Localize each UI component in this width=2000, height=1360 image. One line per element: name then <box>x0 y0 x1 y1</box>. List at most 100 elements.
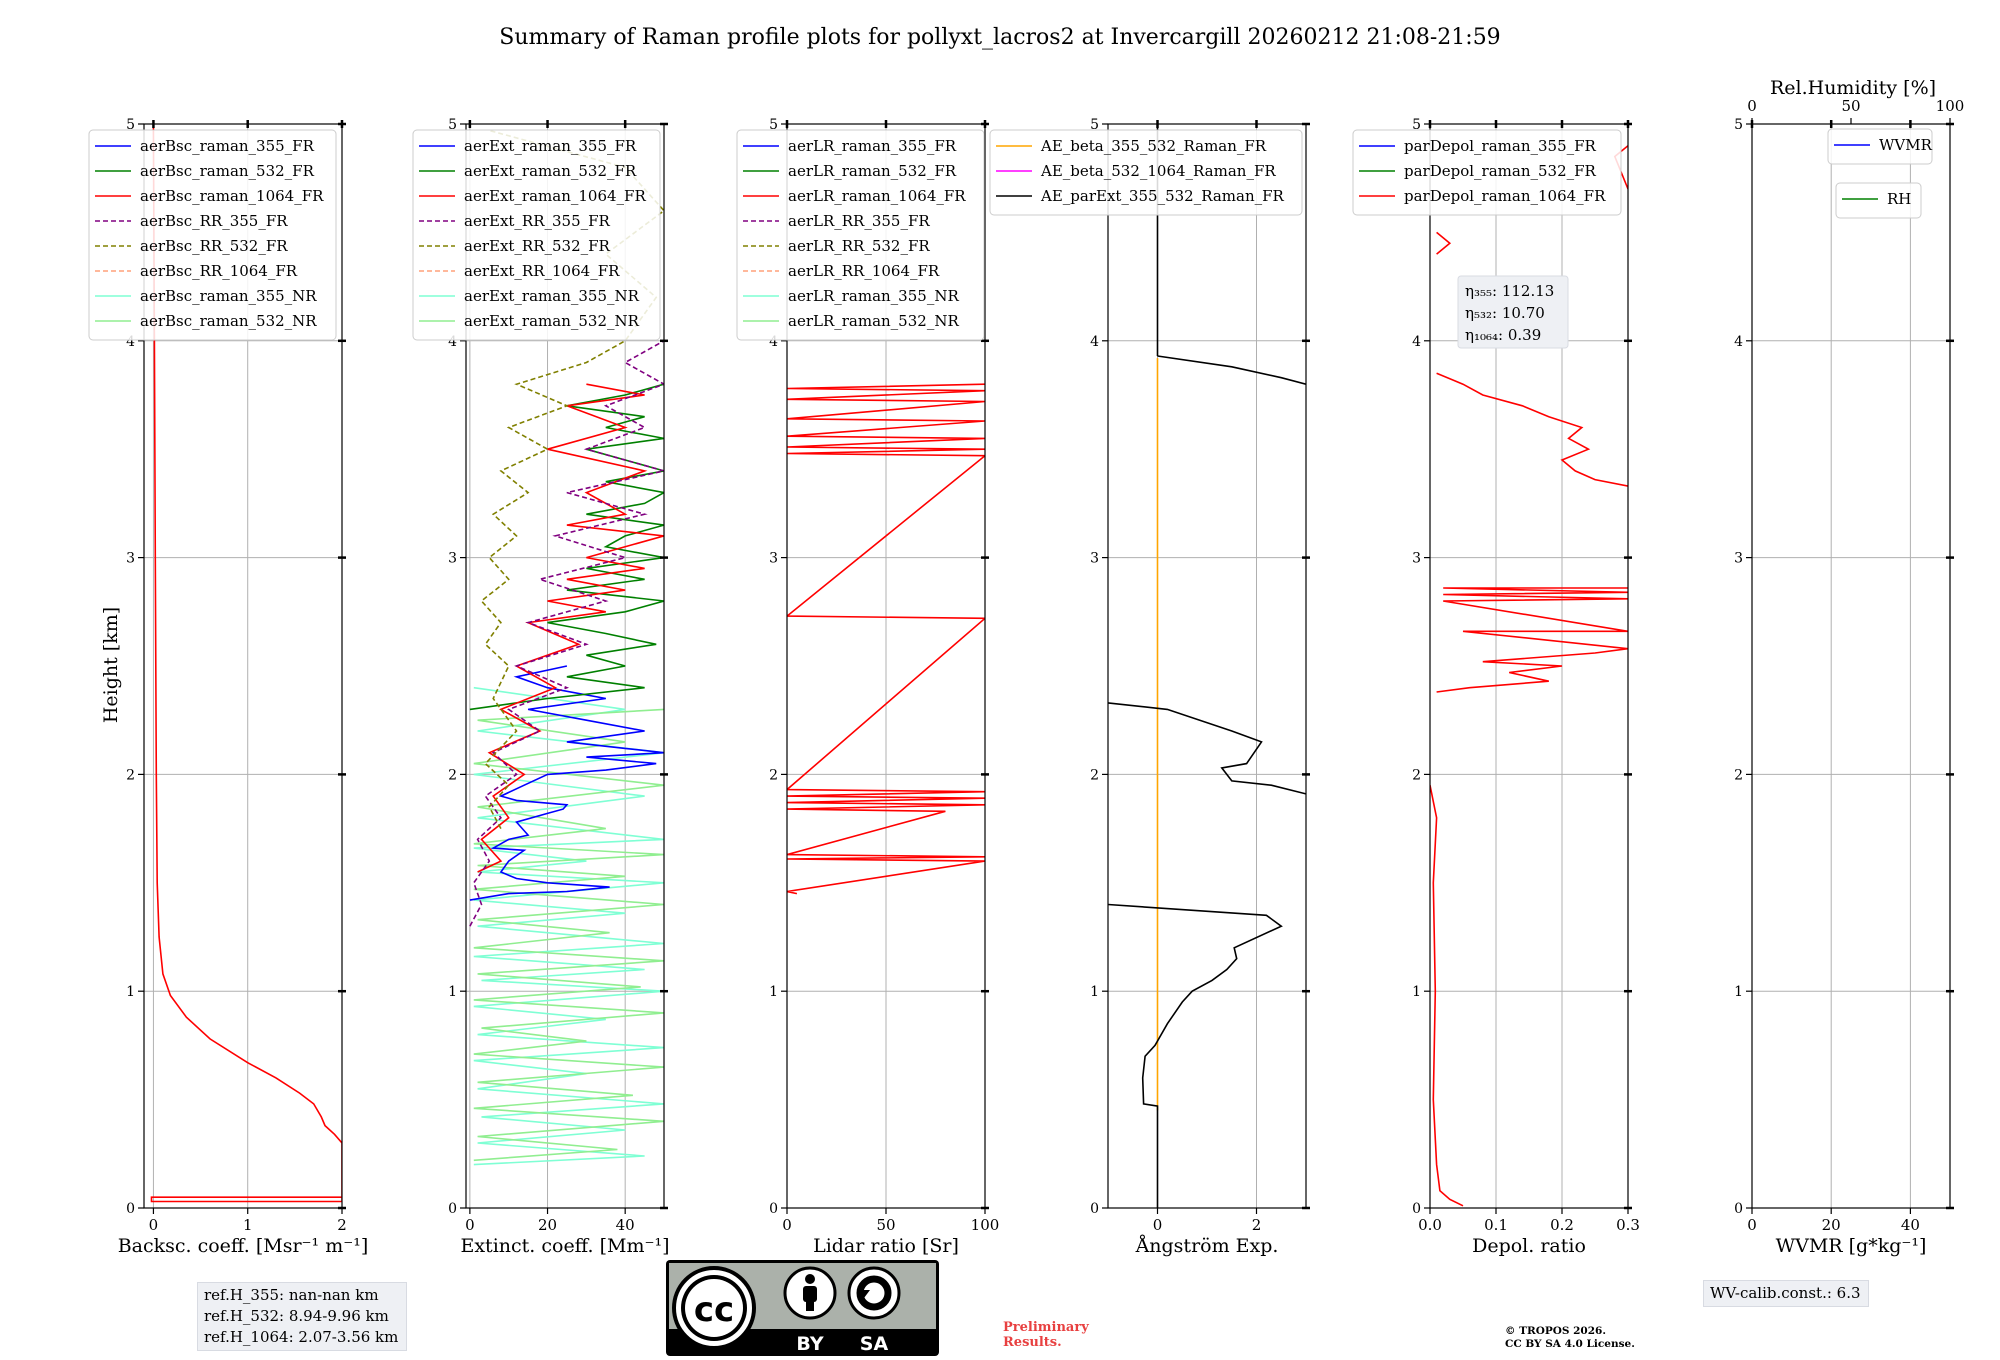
x-axis-label: WVMR [g*kg⁻¹] <box>1776 1235 1927 1257</box>
y-tick-label: 4 <box>1090 334 1099 350</box>
svg-text:cc: cc <box>694 1290 734 1330</box>
x-tick-label: 0 <box>782 1216 792 1234</box>
legend-label: AE_beta_355_532_Raman_FR <box>1040 137 1267 155</box>
y-tick-label: 0 <box>1734 1201 1743 1217</box>
series-aerLR_raman_1064_FR <box>787 383 985 895</box>
x-axis-label: Lidar ratio [Sr] <box>813 1235 959 1257</box>
legend-label: aerExt_raman_1064_FR <box>464 187 646 205</box>
copyright-line-1: © TROPOS 2026. <box>1505 1325 1607 1337</box>
y-tick-label: 3 <box>1734 551 1743 567</box>
series-aerExt_raman_355_NR <box>473 686 664 1166</box>
legend-label: aerExt_raman_355_FR <box>464 137 637 155</box>
legend-label: aerExt_RR_532_FR <box>464 237 611 255</box>
y-tick-label: 4 <box>126 334 135 350</box>
legend-label: aerBsc_RR_532_FR <box>140 237 288 255</box>
x-tick-label: 0.1 <box>1484 1216 1508 1234</box>
series-aerExt_raman_1064_FR <box>477 383 664 873</box>
x-axis-label: Backsc. coeff. [Msr⁻¹ m⁻¹] <box>118 1235 369 1257</box>
legend-label: aerBsc_RR_1064_FR <box>140 262 298 280</box>
y-tick-label: 1 <box>1734 984 1743 1000</box>
series-aerExt_RR_355_FR <box>469 340 664 927</box>
x-tick-label: 2 <box>337 1216 347 1234</box>
legend-label: aerExt_raman_532_FR <box>464 162 637 180</box>
series-aerExt_raman_355_FR <box>469 665 664 901</box>
y-tick-label: 5 <box>1734 117 1743 133</box>
x-tick-label: 0 <box>149 1216 159 1234</box>
y-tick-label: 1 <box>769 984 778 1000</box>
y-tick-label: 5 <box>126 117 135 133</box>
y-tick-label: 3 <box>1412 551 1421 567</box>
legend-label: parDepol_raman_532_FR <box>1404 162 1597 180</box>
legend-label: parDepol_raman_355_FR <box>1404 137 1597 155</box>
series-parDepol_raman_1064_FR <box>1430 145 1628 1207</box>
x-tick-label: 40 <box>1901 1216 1920 1234</box>
copyright-note: © TROPOS 2026. CC BY SA 4.0 License. <box>1505 1325 1635 1351</box>
preliminary-note: Preliminary Results. <box>1003 1320 1089 1350</box>
wv-calibration-constant: WV-calib.const.: 6.3 <box>1710 1284 1861 1302</box>
preliminary-line-2: Results. <box>1003 1335 1062 1350</box>
x-tick-label: 0 <box>465 1216 475 1234</box>
x-tick-label: 50 <box>876 1216 895 1234</box>
y-tick-label: 0 <box>126 1201 135 1217</box>
legend-label: aerExt_raman_355_NR <box>464 287 640 305</box>
series-aerExt_raman_532_FR <box>469 383 664 711</box>
x-axis-label: Ångström Exp. <box>1135 1235 1279 1257</box>
y-tick-label: 2 <box>769 767 778 783</box>
x-tick-label: 0.2 <box>1550 1216 1574 1234</box>
y-tick-label: 0 <box>1412 1201 1421 1217</box>
x2-tick-label: 50 <box>1841 97 1860 115</box>
legend-ae: AE_beta_355_532_Raman_FR AE_beta_532_1064… <box>989 129 1303 216</box>
x-tick-label: 40 <box>616 1216 635 1234</box>
y-tick-label: 5 <box>1090 117 1099 133</box>
annotation-line: η₃₅₅: 112.13 <box>1465 282 1554 300</box>
y-tick-label: 2 <box>126 767 135 783</box>
legend-frame <box>1827 128 1933 165</box>
panel-depol: 0 1 2 3 4 5 0.0 0.1 0.2 0.3 Depol. ratio parDepol_r… <box>1352 117 1640 1257</box>
y-tick-label: 3 <box>448 551 457 567</box>
series-aerExt_raman_532_NR <box>473 708 664 1162</box>
legend-label: aerBsc_raman_1064_FR <box>140 187 324 205</box>
legend-ext: aerExt_raman_355_FR aerExt_raman_532_FRae… <box>412 129 661 341</box>
svg-text:SA: SA <box>860 1333 889 1355</box>
legend-label: aerExt_raman_532_NR <box>464 312 640 330</box>
y-tick-label: 4 <box>769 334 778 350</box>
y-tick-label: 1 <box>448 984 457 1000</box>
figure-title: Summary of Raman profile plots for polly… <box>499 25 1500 50</box>
refh-1064: ref.H_1064: 2.07-3.56 km <box>204 1328 399 1346</box>
reference-height-box: ref.H_355: nan-nan km ref.H_532: 8.94-9.… <box>197 1282 407 1351</box>
x-tick-label: 1 <box>243 1216 253 1234</box>
legend-label: aerBsc_RR_355_FR <box>140 212 288 230</box>
y-tick-label: 0 <box>448 1201 457 1217</box>
axes-frame <box>143 123 343 1209</box>
legend-frame <box>412 129 661 341</box>
annotation-line: η₅₃₂: 10.70 <box>1465 304 1545 322</box>
y-tick-label: 2 <box>448 767 457 783</box>
x-tick-label: 20 <box>538 1216 557 1234</box>
svg-text:BY: BY <box>796 1333 823 1355</box>
x-tick-label: 100 <box>971 1216 1000 1234</box>
legend-lr: aerLR_raman_355_FR aerLR_raman_532_FR aerL… <box>736 129 985 341</box>
annotation-line: η₁₀₆₄: 0.39 <box>1465 326 1541 344</box>
legend-label: aerLR_RR_532_FR <box>788 237 930 255</box>
y-tick-label: 1 <box>1090 984 1099 1000</box>
legend-label: WVMR <box>1879 136 1933 154</box>
y-tick-label: 3 <box>126 551 135 567</box>
cc-by-sa-badge-icon: cc BY SA <box>666 1260 939 1356</box>
legend-label: aerLR_raman_355_FR <box>788 137 957 155</box>
y-tick-label: 0 <box>769 1201 778 1217</box>
axes-frame <box>1107 123 1307 1209</box>
legend-label: AE_beta_532_1064_Raman_FR <box>1040 162 1276 180</box>
legend-label: aerLR_raman_532_NR <box>788 312 959 330</box>
y-tick-label: 4 <box>448 334 457 350</box>
x-axis-label: Depol. ratio <box>1472 1235 1586 1257</box>
legend-label: aerLR_raman_355_NR <box>788 287 959 305</box>
legend-frame <box>1352 129 1622 216</box>
x2-tick-label: 100 <box>1936 97 1965 115</box>
legend-label: RH <box>1887 190 1911 208</box>
